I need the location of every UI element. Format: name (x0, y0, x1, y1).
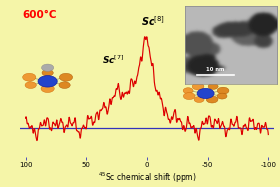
Circle shape (208, 83, 218, 89)
X-axis label: $^{45}$Sc chemical shift (ppm): $^{45}$Sc chemical shift (ppm) (98, 171, 196, 185)
Circle shape (183, 88, 193, 94)
Text: Sc$^{[7]}$: Sc$^{[7]}$ (102, 53, 124, 66)
Circle shape (59, 82, 70, 88)
Circle shape (42, 70, 53, 76)
Circle shape (59, 73, 73, 81)
Circle shape (217, 93, 227, 99)
Text: Sc$^{[8]}$: Sc$^{[8]}$ (141, 15, 165, 28)
Circle shape (192, 83, 204, 90)
Circle shape (183, 93, 195, 99)
Circle shape (41, 64, 54, 71)
Circle shape (194, 96, 204, 102)
Text: 600°C: 600°C (22, 10, 57, 20)
Circle shape (25, 82, 36, 88)
Circle shape (206, 96, 218, 103)
Text: 10 nm: 10 nm (206, 67, 225, 72)
Circle shape (217, 87, 229, 94)
Circle shape (23, 73, 36, 81)
Circle shape (38, 76, 57, 87)
Circle shape (41, 85, 54, 93)
Circle shape (197, 88, 214, 99)
